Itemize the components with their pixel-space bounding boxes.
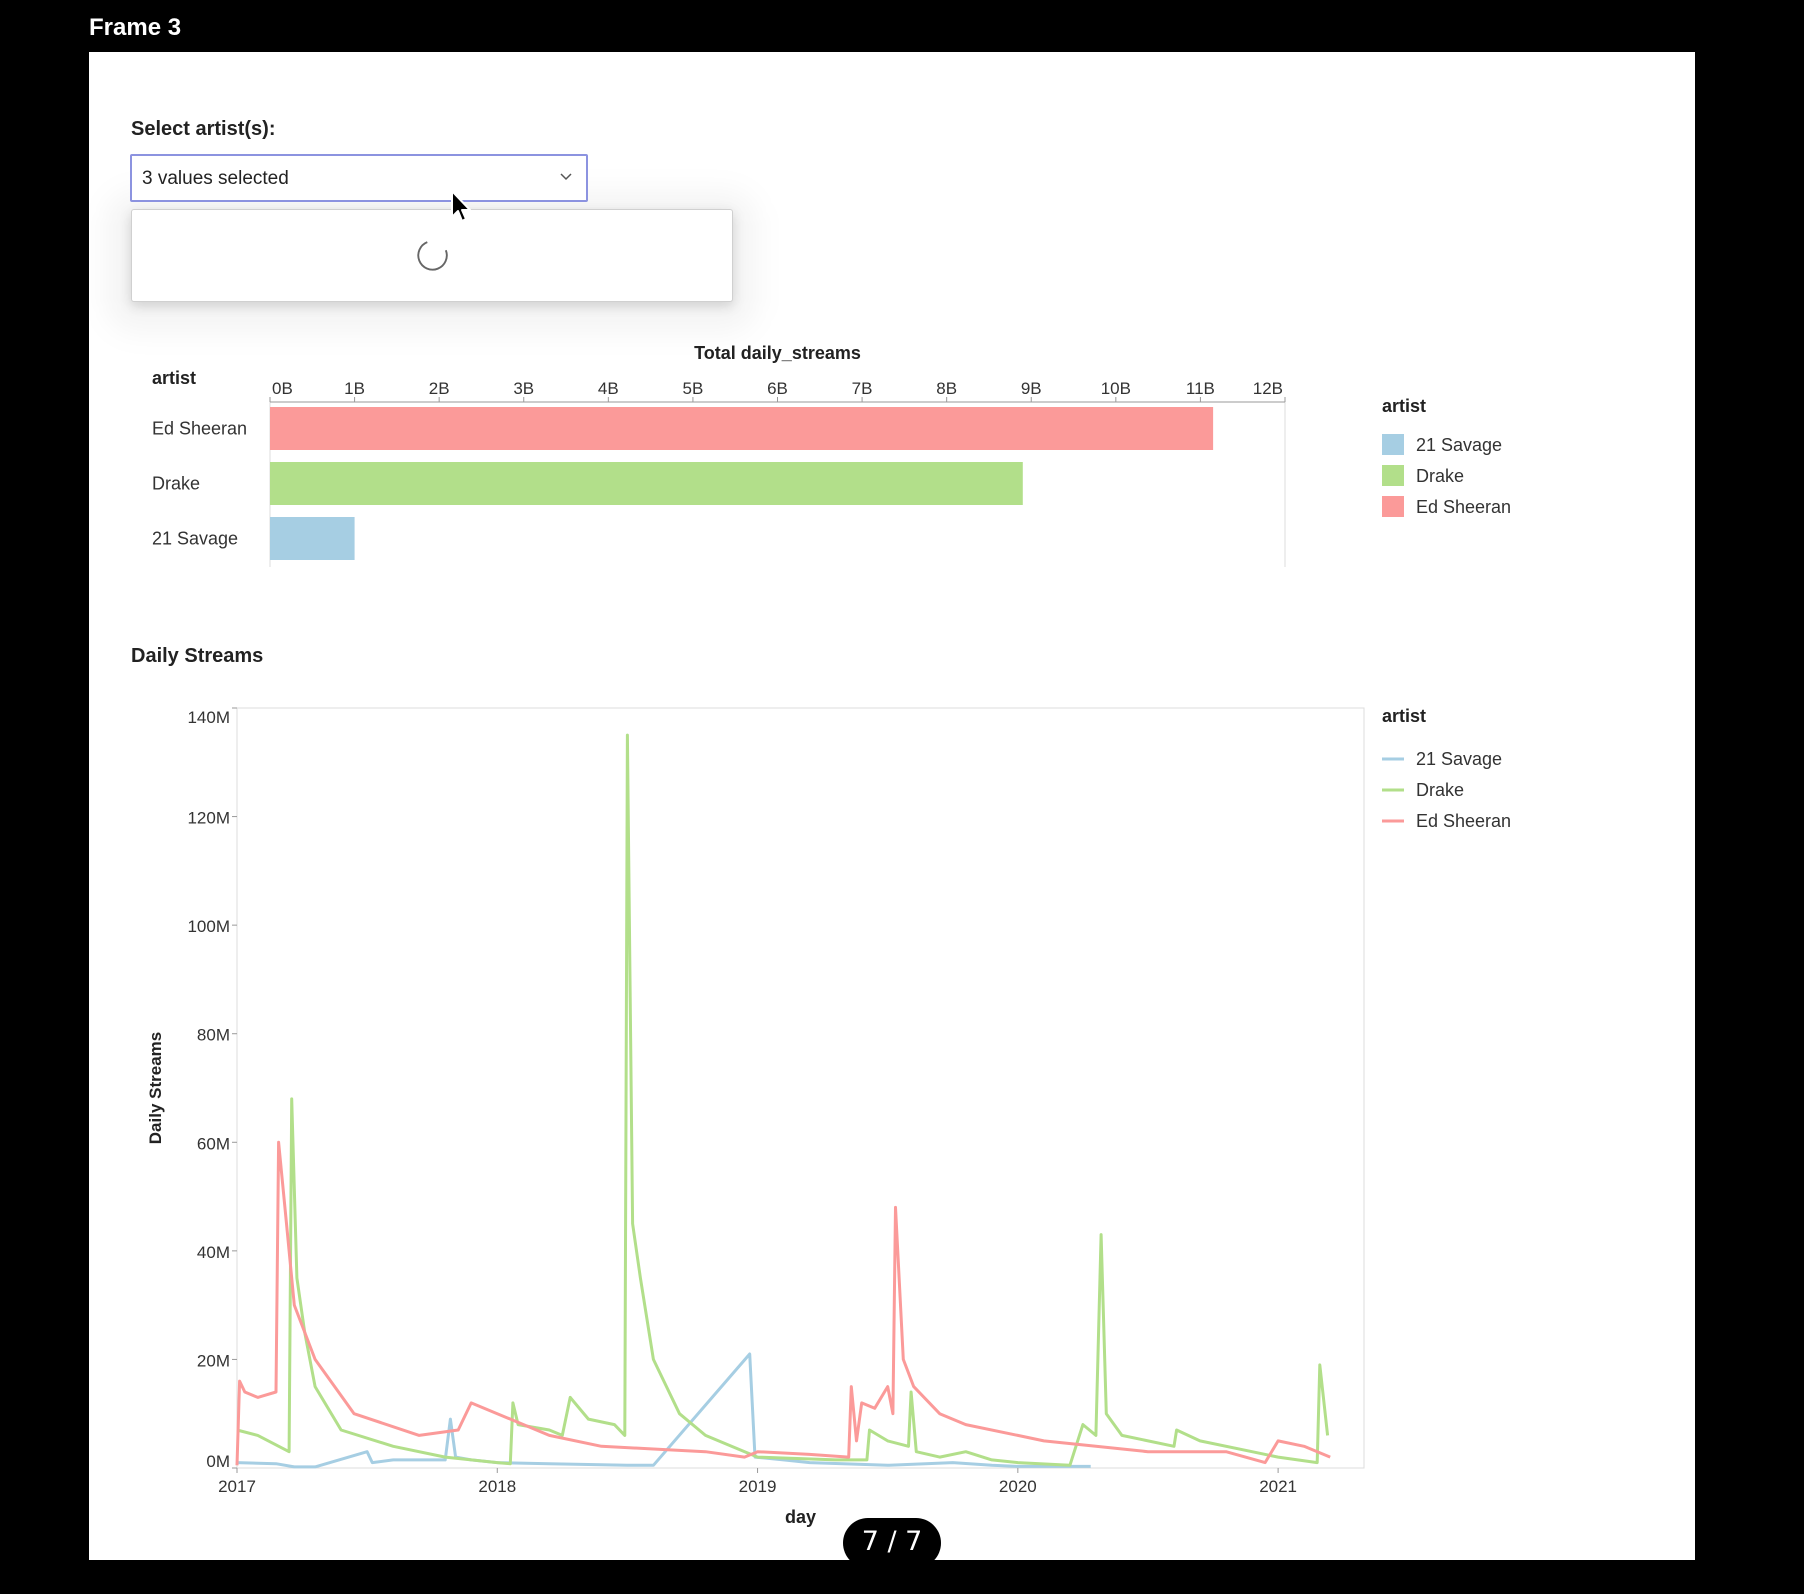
page-counter: 7 / 7 bbox=[843, 1518, 941, 1568]
bar-x-tick-label: 9B bbox=[1021, 379, 1042, 398]
frame-title: Frame 3 bbox=[89, 14, 182, 41]
bar-chart-title: Total daily_streams bbox=[694, 343, 861, 363]
bar-x-tick-label: 10B bbox=[1101, 379, 1131, 398]
bar-category-label: Drake bbox=[152, 474, 200, 494]
line-legend-label: Drake bbox=[1416, 780, 1464, 800]
line-legend-title: artist bbox=[1382, 706, 1426, 726]
line-y-tick-label: 0M bbox=[206, 1452, 230, 1471]
bar-legend-label: Drake bbox=[1416, 466, 1464, 486]
line-series-ed-sheeran bbox=[235, 1140, 1331, 1466]
line-legend-label: Ed Sheeran bbox=[1416, 811, 1511, 831]
bar-x-tick-label: 2B bbox=[429, 379, 450, 398]
line-y-tick-label: 80M bbox=[197, 1026, 230, 1045]
loading-spinner-icon bbox=[417, 241, 448, 271]
artist-select-label: Select artist(s): bbox=[131, 118, 276, 140]
daily-streams-line-chart: Daily Streams 0M 20M 40M 60M 80M 100M 120M 140M 2… bbox=[131, 645, 1511, 1527]
app-canvas: Select artist(s): 3 values selected Tota… bbox=[89, 52, 1695, 1560]
line-y-tick-label: 40M bbox=[197, 1243, 230, 1262]
bar-legend-label: Ed Sheeran bbox=[1416, 497, 1511, 517]
artist-multiselect[interactable]: 3 values selected bbox=[130, 154, 588, 202]
bar-drake bbox=[270, 462, 1023, 505]
line-plot-frame bbox=[236, 707, 1365, 1469]
artist-options-dropdown[interactable] bbox=[131, 209, 733, 302]
bar-legend-label: 21 Savage bbox=[1416, 435, 1502, 455]
line-series-drake bbox=[236, 733, 1330, 1467]
line-y-axis-title: Daily Streams bbox=[146, 1032, 165, 1144]
line-y-tick-label: 20M bbox=[197, 1351, 230, 1370]
bar-category-label: Ed Sheeran bbox=[152, 419, 247, 439]
bar-y-axis-title: artist bbox=[152, 368, 196, 388]
line-y-tick-label: 60M bbox=[197, 1134, 230, 1153]
artist-multiselect-value: 3 values selected bbox=[142, 168, 289, 189]
bar-x-tick-label: 4B bbox=[598, 379, 619, 398]
line-x-tick-label: 2020 bbox=[999, 1477, 1037, 1496]
bar-21-savage bbox=[270, 517, 355, 560]
mouse-pointer-icon bbox=[451, 190, 471, 222]
bar-x-tick-label: 3B bbox=[513, 379, 534, 398]
bar-legend-swatch-21-savage bbox=[1382, 434, 1404, 455]
line-legend-label: 21 Savage bbox=[1416, 749, 1502, 769]
line-chart-title: Daily Streams bbox=[131, 645, 263, 667]
bar-legend-swatch-ed-sheeran bbox=[1382, 496, 1404, 517]
bar-x-tick-label: 1B bbox=[344, 379, 365, 398]
bar-ed-sheeran bbox=[270, 407, 1214, 450]
chevron-down-icon[interactable] bbox=[558, 168, 574, 184]
line-x-tick-label: 2019 bbox=[739, 1477, 777, 1496]
bar-x-tick-label: 8B bbox=[936, 379, 957, 398]
bar-x-tick-label: 6B bbox=[767, 379, 788, 398]
line-x-axis-title: day bbox=[785, 1507, 816, 1527]
line-x-tick-label: 2018 bbox=[478, 1477, 516, 1496]
line-y-tick-label: 120M bbox=[187, 809, 230, 828]
bar-x-tick-label: 0B bbox=[272, 379, 293, 398]
bar-legend-swatch-drake bbox=[1382, 465, 1404, 486]
bar-x-tick-label: 7B bbox=[852, 379, 873, 398]
line-x-tick-label: 2017 bbox=[218, 1477, 256, 1496]
line-series-21-savage bbox=[236, 1352, 1091, 1469]
bar-x-tick-label: 12B bbox=[1253, 379, 1283, 398]
line-y-tick-label: 140M bbox=[187, 708, 230, 727]
bar-legend-title: artist bbox=[1382, 396, 1426, 416]
bar-category-label: 21 Savage bbox=[152, 529, 238, 549]
bar-x-tick-label: 11B bbox=[1186, 379, 1215, 398]
bar-x-tick-label: 5B bbox=[683, 379, 704, 398]
line-y-tick-label: 100M bbox=[187, 917, 230, 936]
line-x-tick-label: 2021 bbox=[1259, 1477, 1297, 1496]
